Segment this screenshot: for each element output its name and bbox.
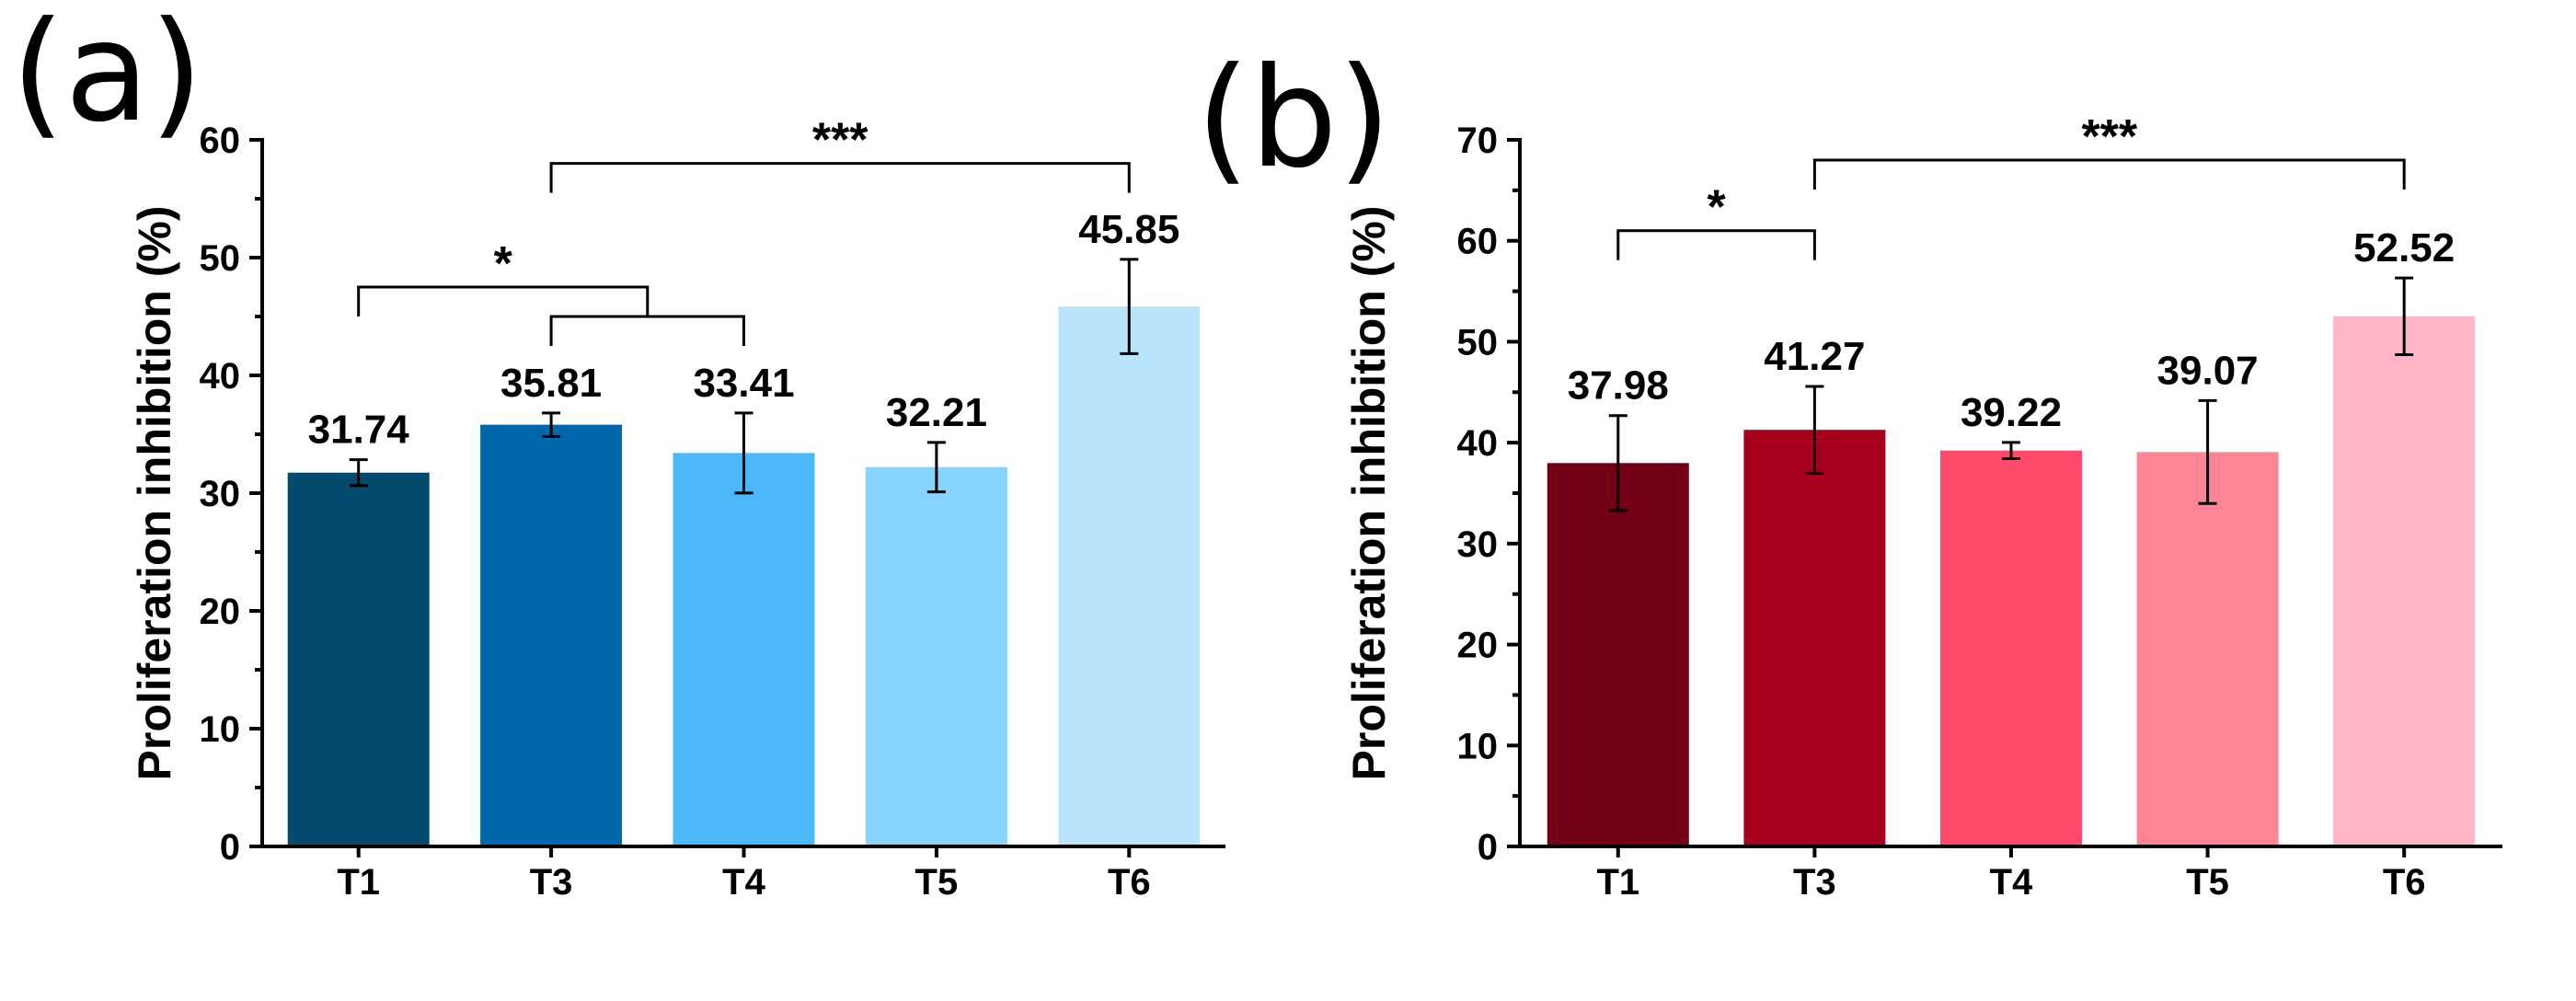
x-tick-label-t3: T3 xyxy=(1793,862,1836,903)
error-bar-t6 xyxy=(2395,276,2414,356)
error-bar-t1 xyxy=(349,458,368,488)
bracket-line xyxy=(1616,229,1816,260)
significance-bracket: *** xyxy=(1812,110,2406,190)
x-tick-label-t4: T4 xyxy=(722,862,765,903)
bracket-line xyxy=(549,162,1131,193)
bar-t6 xyxy=(2333,316,2476,846)
y-tick-label: 20 xyxy=(200,592,241,632)
y-tick-label: 70 xyxy=(1457,121,1499,161)
chart-panel-b: (b) 37.98 41.27 39.22 39.07 52.52 0 10 20 30 40 50 6… xyxy=(1196,39,2502,903)
y-tick-label: 40 xyxy=(1457,423,1499,464)
y-axis-title: Proliferation inhibition (%) xyxy=(1343,206,1395,781)
y-tick-label: 60 xyxy=(200,121,241,161)
panel-label: (b) xyxy=(1196,39,1391,199)
bar-t6 xyxy=(1058,306,1201,846)
bar-t4 xyxy=(673,453,815,846)
y-tick-label: 20 xyxy=(1457,626,1499,666)
x-tick-label-t5: T5 xyxy=(2186,862,2229,903)
significance-label: * xyxy=(1707,181,1726,235)
error-bar-t1 xyxy=(1608,414,1627,512)
chart-panel-a: (a) 31.74 35.81 33.41 32.21 45.85 0 10 20 30 40 50 6… xyxy=(11,0,1225,903)
data-label-t6: 52.52 xyxy=(2353,225,2455,270)
error-bar-t5 xyxy=(2198,398,2217,505)
y-tick-label: 30 xyxy=(200,474,241,514)
data-label-t5: 32.21 xyxy=(886,390,987,435)
bar-t3 xyxy=(480,424,623,846)
inner-bracket-line xyxy=(549,315,745,346)
data-label-t6: 45.85 xyxy=(1078,207,1179,252)
x-tick-label-t1: T1 xyxy=(1596,862,1639,903)
x-tick-label-t6: T6 xyxy=(2383,862,2426,903)
y-tick-label: 10 xyxy=(1457,726,1499,766)
data-label-t3: 41.27 xyxy=(1764,334,1865,379)
error-bar-t3 xyxy=(542,411,561,438)
y-tick-label: 60 xyxy=(1457,222,1499,262)
x-tick-label-t3: T3 xyxy=(530,862,573,903)
significance-bracket: * xyxy=(357,237,745,346)
bar-t3 xyxy=(1743,430,1886,846)
bar-t1 xyxy=(1547,463,1689,846)
bar-t5 xyxy=(2136,452,2279,846)
data-label-t4: 33.41 xyxy=(693,361,794,406)
significance-label: *** xyxy=(2081,110,2137,164)
data-label-t1: 37.98 xyxy=(1568,363,1669,408)
data-label-t5: 39.07 xyxy=(2157,348,2259,393)
significance-bracket: * xyxy=(1616,181,1816,260)
data-label-t4: 39.22 xyxy=(1961,390,2062,435)
outer-bracket-line xyxy=(357,285,650,316)
panel-label: (a) xyxy=(11,0,203,153)
bar-t1 xyxy=(287,472,430,846)
significance-label: * xyxy=(494,237,513,291)
y-tick-label: 30 xyxy=(1457,524,1499,565)
x-tick-label-t4: T4 xyxy=(1990,862,2033,903)
y-tick-label: 40 xyxy=(200,356,241,397)
y-tick-label: 50 xyxy=(200,238,241,279)
y-tick-label: 0 xyxy=(220,827,240,868)
error-bar-t5 xyxy=(926,441,946,494)
error-bar-t6 xyxy=(1120,258,1139,355)
x-tick-label-t5: T5 xyxy=(915,862,959,903)
error-bar-t4 xyxy=(2002,441,2020,460)
x-tick-label-t1: T1 xyxy=(337,862,380,903)
bracket-line xyxy=(1812,158,2406,190)
bar-t4 xyxy=(1940,450,2082,846)
data-label-t1: 31.74 xyxy=(308,408,410,453)
significance-bracket: *** xyxy=(549,114,1131,193)
bar-t5 xyxy=(865,466,1007,846)
significance-label: *** xyxy=(812,114,868,167)
y-tick-label: 10 xyxy=(200,709,241,750)
y-axis-title: Proliferation inhibition (%) xyxy=(129,206,180,781)
x-tick-label-t6: T6 xyxy=(1108,862,1151,903)
error-bar-t3 xyxy=(1805,385,1824,475)
y-tick-label: 0 xyxy=(1478,827,1498,868)
y-tick-label: 50 xyxy=(1457,322,1499,362)
error-bar-t4 xyxy=(734,411,753,495)
data-label-t3: 35.81 xyxy=(500,361,602,406)
